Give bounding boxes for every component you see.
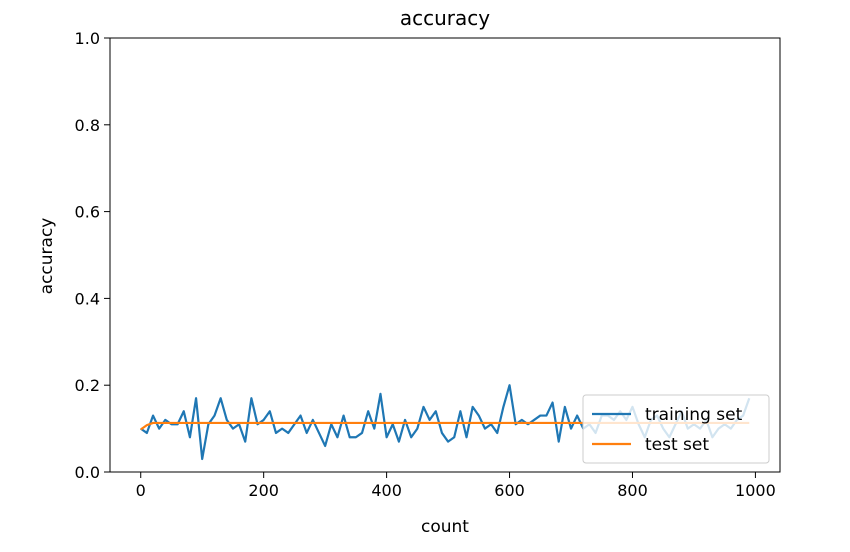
legend-box: [582, 394, 770, 464]
y-axis: 0.0 0.2 0.4 0.6 0.8 1.0: [75, 29, 110, 482]
legend-label: training set: [645, 405, 743, 425]
y-tick-label: 0.2: [75, 376, 100, 395]
x-tick-label: 200: [248, 481, 279, 500]
legend-label: test set: [645, 435, 709, 455]
y-axis-label: accuracy: [37, 218, 57, 295]
x-tick-label: 600: [494, 481, 525, 500]
axes-frame: [109, 37, 781, 473]
x-tick-label: 0: [136, 481, 146, 500]
y-tick-label: 0.8: [75, 116, 100, 135]
y-tick-label: 1.0: [75, 29, 100, 48]
chart-title: accuracy: [400, 6, 490, 30]
x-axis-label: count: [421, 517, 469, 537]
legend: training set test set: [582, 394, 770, 464]
x-tick-label: 400: [371, 481, 402, 500]
y-tick-label: 0.6: [75, 203, 100, 222]
x-tick-label: 800: [617, 481, 648, 500]
y-tick-label: 0.4: [75, 289, 100, 308]
y-tick-label: 0.0: [75, 463, 100, 482]
x-axis: 0 200 400 600 800 1000: [136, 472, 776, 500]
x-tick-label: 1000: [735, 481, 776, 500]
